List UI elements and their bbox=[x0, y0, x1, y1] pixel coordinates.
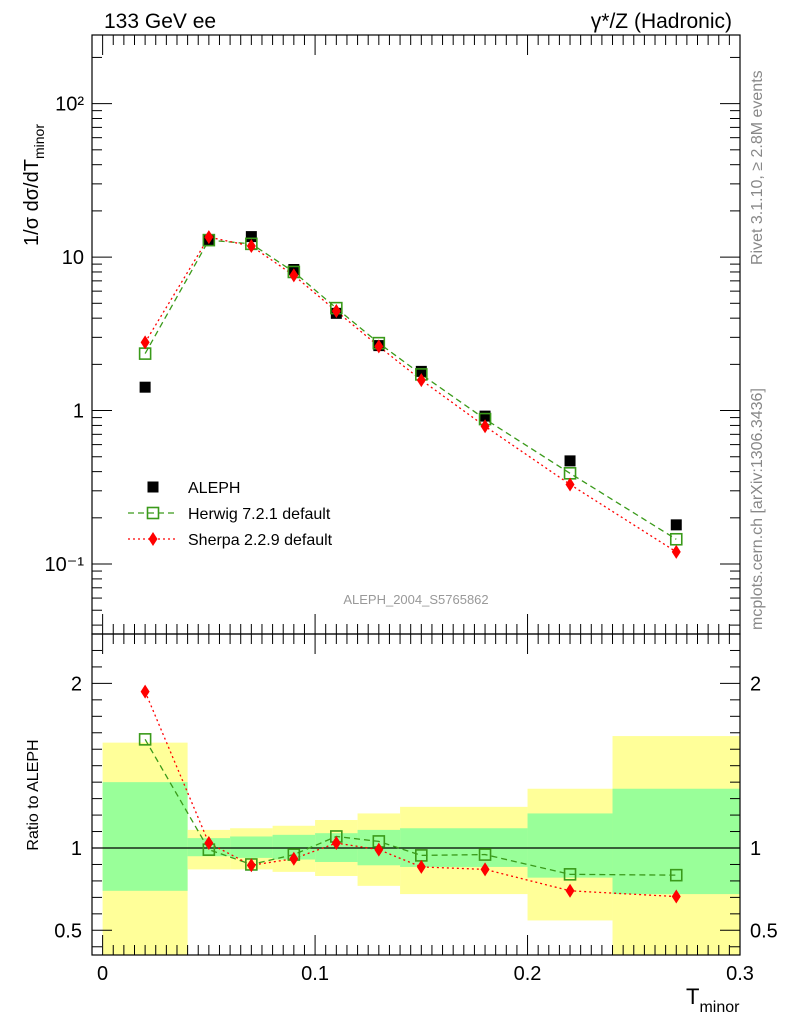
main-ytick-label: 10⁻¹ bbox=[45, 554, 85, 576]
main-axes: 10⁻¹ 1 10 10² bbox=[45, 34, 741, 635]
ratio-bands bbox=[102, 736, 740, 955]
sherpa-ratio-point bbox=[204, 836, 214, 851]
sherpa-ratio-point bbox=[374, 842, 384, 857]
sherpa-point bbox=[331, 304, 341, 319]
aleph-point bbox=[564, 455, 576, 467]
legend-label: Sherpa 2.2.9 default bbox=[188, 532, 333, 549]
legend-sherpa-marker bbox=[148, 532, 158, 546]
sherpa-point bbox=[140, 335, 150, 350]
xtick-label: 0.1 bbox=[301, 963, 329, 985]
xtick-label: 0.2 bbox=[514, 963, 542, 985]
ratio-ytick-label: 2 bbox=[71, 673, 82, 695]
header-left: 133 GeV ee bbox=[104, 10, 216, 33]
aleph-point bbox=[139, 381, 151, 393]
sherpa-ratio-point bbox=[289, 851, 299, 866]
x-axis-title: Tminor bbox=[686, 984, 740, 1016]
main-ytick-label: 1 bbox=[73, 401, 84, 423]
ratio-ylabel: Ratio to ALEPH bbox=[25, 739, 42, 850]
herwig-line bbox=[144, 239, 677, 540]
aleph-point bbox=[670, 519, 682, 531]
rivet-label: Rivet 3.1.10, ≥ 2.8M events bbox=[749, 70, 766, 265]
herwig-ratio-line bbox=[144, 739, 677, 876]
aleph-point bbox=[415, 365, 427, 377]
sherpa-point bbox=[480, 419, 490, 434]
aleph-point bbox=[479, 410, 491, 422]
legend-label: ALEPH bbox=[188, 480, 240, 497]
ratio-series bbox=[138, 684, 683, 904]
ratio-ytick-label: 0.5 bbox=[54, 920, 82, 942]
legend-aleph-marker bbox=[147, 481, 159, 493]
sherpa-ratio-point bbox=[565, 883, 575, 898]
ratio-band-inner-7 bbox=[527, 813, 613, 878]
ratio-ytick-label-right: 1 bbox=[750, 838, 761, 860]
ratio-frame bbox=[91, 633, 741, 956]
sherpa-line bbox=[144, 236, 677, 553]
ratio-ytick-label-right: 2 bbox=[750, 673, 761, 695]
herwig-ratio-point bbox=[563, 868, 577, 881]
sherpa-point bbox=[246, 239, 256, 254]
herwig-ratio-point bbox=[669, 868, 683, 882]
sherpa-ratio-point bbox=[246, 858, 256, 873]
sherpa-point bbox=[204, 230, 214, 245]
aleph-point bbox=[245, 231, 257, 243]
sherpa-point bbox=[374, 339, 384, 354]
ratio-ytick-label-right: 0.5 bbox=[750, 920, 778, 942]
herwig-point bbox=[669, 532, 683, 546]
legend-herwig-marker bbox=[146, 506, 160, 520]
sherpa-ratio-point bbox=[416, 859, 426, 874]
sherpa-point bbox=[416, 373, 426, 388]
herwig-ratio-point bbox=[138, 733, 152, 746]
main-ytick-label: 10 bbox=[62, 247, 84, 269]
sherpa-point bbox=[671, 544, 681, 559]
legend: ALEPH Herwig 7.2.1 default Sherpa 2.2.9 de… bbox=[128, 480, 333, 549]
main-ylabel: 1/σ dσ/dTminor bbox=[21, 124, 47, 246]
analysis-watermark: ALEPH_2004_S5765862 bbox=[343, 592, 488, 607]
ratio-band-inner-2 bbox=[230, 836, 273, 858]
main-series bbox=[138, 230, 683, 559]
sherpa-ratio-point bbox=[480, 862, 490, 877]
mcplots-label: mcplots.cern.ch [arXiv:1306.3436] bbox=[749, 388, 766, 630]
main-ytick-label: 10² bbox=[55, 94, 84, 116]
ratio-ytick-label: 1 bbox=[71, 838, 82, 860]
herwig-point bbox=[563, 467, 577, 480]
legend-label: Herwig 7.2.1 default bbox=[188, 506, 331, 523]
ratio-axes: 0.5 0.5 1 1 2 2 0 0.1 0.2 0.3 bbox=[54, 633, 778, 985]
sherpa-point bbox=[565, 477, 575, 492]
header-right: γ*/Z (Hadronic) bbox=[591, 10, 732, 33]
ratio-band-inner-0 bbox=[102, 782, 188, 891]
sherpa-ratio-point bbox=[140, 684, 150, 699]
xtick-label: 0.3 bbox=[726, 963, 754, 985]
sherpa-ratio-point bbox=[671, 889, 681, 904]
xtick-label: 0 bbox=[97, 963, 108, 985]
sherpa-ratio-point bbox=[331, 836, 341, 851]
ratio-band-inner-8 bbox=[612, 788, 740, 895]
herwig-ratio-point bbox=[478, 848, 492, 861]
sherpa-point bbox=[289, 268, 299, 283]
